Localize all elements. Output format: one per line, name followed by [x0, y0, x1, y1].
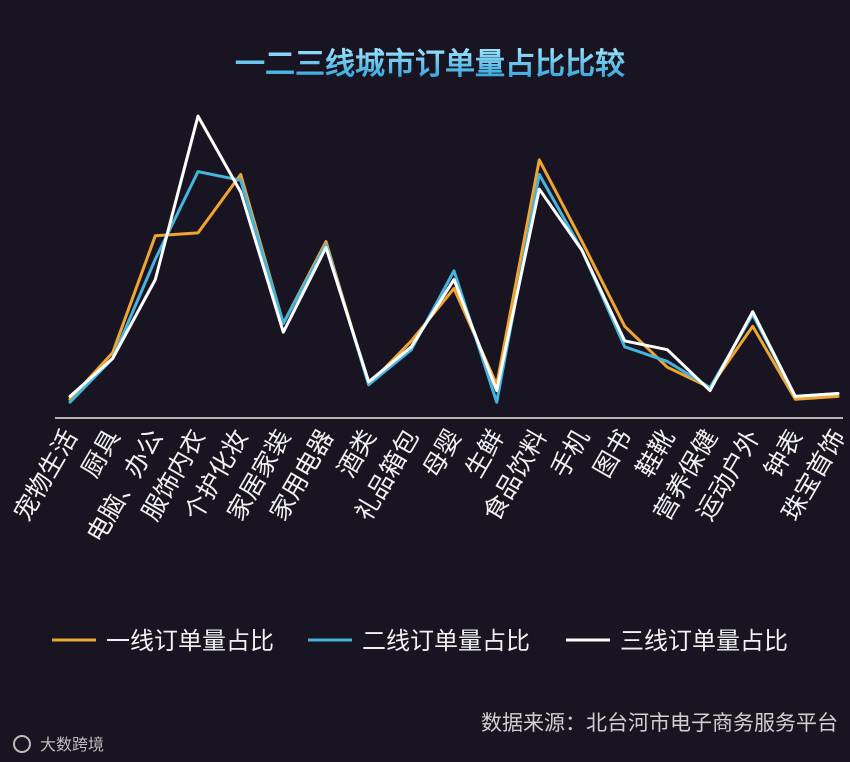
- legend-label-series-2: 二线订单量占比: [362, 627, 530, 655]
- legend-label-series-3: 三线订单量占比: [620, 627, 788, 655]
- watermark-text: 大数跨境: [40, 735, 104, 754]
- watermark: 大数跨境: [13, 735, 104, 754]
- x-tick-label: 母婴: [417, 425, 467, 483]
- legend-item-series-1: 一线订单量占比: [52, 627, 274, 655]
- series-layer: [68, 114, 840, 404]
- x-tick-label: 图书: [588, 425, 638, 483]
- series-line-3: [68, 114, 840, 398]
- source-note: 数据来源：北台河市电子商务服务平台: [481, 711, 838, 735]
- chart-title: 一二三线城市订单量占比比较: [235, 47, 625, 82]
- x-tick-label: 手机: [545, 425, 595, 483]
- legend-item-series-2: 二线订单量占比: [308, 627, 530, 655]
- watermark-logo-icon: [13, 735, 31, 753]
- legend-item-series-3: 三线订单量占比: [566, 627, 788, 655]
- x-tick-label: 宠物生活: [8, 425, 83, 526]
- x-tick-labels: 宠物生活厨具电脑、办公服饰内衣个护化妆家居家装家用电器酒类礼品箱包母婴生鲜食品饮…: [8, 424, 850, 547]
- legend-label-series-1: 一线订单量占比: [106, 627, 274, 655]
- legend: 一线订单量占比 二线订单量占比 三线订单量占比: [52, 627, 788, 655]
